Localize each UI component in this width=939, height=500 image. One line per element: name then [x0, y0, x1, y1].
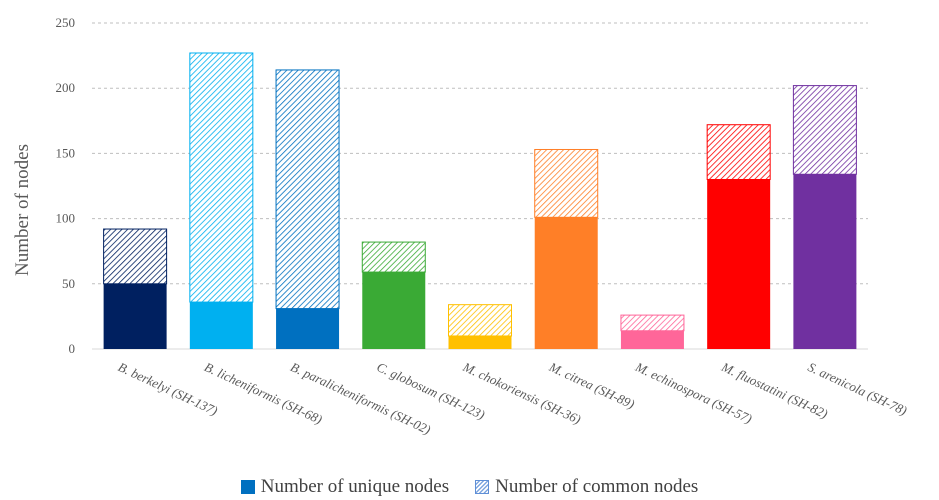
bar-common [621, 315, 684, 331]
bar-unique [707, 179, 770, 349]
bar-common [707, 125, 770, 180]
bar-common [449, 305, 512, 336]
x-tick-label: B. paralicheniformis (SH-02) [288, 359, 433, 437]
bar-unique [535, 217, 598, 349]
bar-unique [104, 284, 167, 349]
bar-unique [449, 336, 512, 349]
bars [104, 53, 857, 349]
legend-label-unique: Number of unique nodes [261, 476, 449, 498]
bar-common [362, 242, 425, 272]
bar-common [190, 53, 253, 302]
y-tick-label: 200 [56, 80, 76, 95]
y-tick-label: 100 [56, 211, 76, 226]
bar-unique [190, 302, 253, 349]
y-tick-label: 50 [62, 276, 75, 291]
bar-unique [362, 272, 425, 349]
legend-item-unique: Number of unique nodes [241, 476, 449, 498]
bar-common [793, 86, 856, 175]
y-tick-label: 250 [56, 15, 76, 30]
x-axis-ticks: B. berkelyi (SH-137)B. licheniformis (SH… [116, 359, 910, 438]
stacked-bar-chart: 0 50 100 150 200 250 Number of nodes B. berke… [0, 0, 939, 470]
legend-item-common: Number of common nodes [475, 476, 698, 498]
legend-swatch-unique [241, 480, 255, 494]
bar-common [104, 229, 167, 284]
legend: Number of unique nodes Number of common … [0, 476, 939, 498]
y-axis-ticks: 0 50 100 150 200 250 [56, 15, 76, 356]
bar-unique [621, 331, 684, 349]
y-tick-label: 150 [56, 145, 76, 160]
y-tick-label: 0 [69, 341, 76, 356]
bar-unique [276, 309, 339, 349]
bar-common [276, 70, 339, 309]
legend-label-common: Number of common nodes [495, 476, 698, 498]
bar-common [535, 149, 598, 217]
bar-unique [793, 174, 856, 349]
y-axis-label: Number of nodes [12, 144, 33, 276]
legend-swatch-common [475, 480, 489, 494]
